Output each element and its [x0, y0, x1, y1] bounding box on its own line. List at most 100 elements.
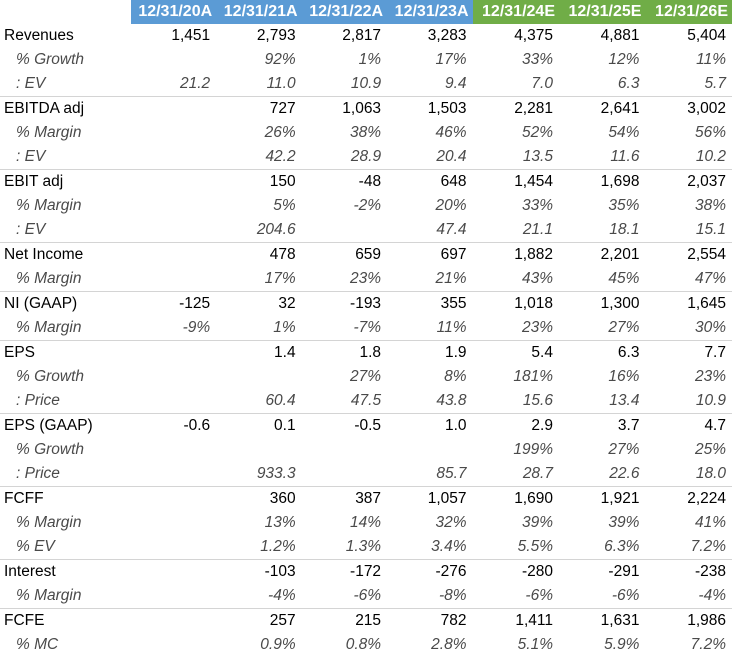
value-cell-12-31-20a — [131, 511, 216, 535]
value-cell-12-31-26e: 2,554 — [645, 242, 732, 267]
value-cell-12-31-23a: 32% — [435, 514, 467, 531]
value-cell-12-31-20a — [131, 267, 216, 292]
value-cell-12-31-26e: 25% — [694, 441, 726, 458]
value-cell-12-31-24e: 5.1% — [517, 636, 553, 653]
table-row: Net Income 478 659 697 1,882 2,201 2,554 — [0, 242, 732, 267]
value-cell-12-31-22a — [302, 462, 387, 487]
row-label: % Margin — [16, 587, 82, 604]
value-cell-12-31-21a: 60.4 — [265, 392, 296, 409]
value-cell-12-31-26e: 30% — [694, 319, 726, 336]
value-cell-12-31-21a: 933.3 — [256, 465, 296, 482]
row-label: EBIT adj — [0, 169, 131, 194]
value-cell-12-31-26e: 5,404 — [687, 27, 726, 44]
column-header-12-31-20a: 12/31/20A — [130, 0, 217, 24]
value-cell-12-31-24e: 39% — [521, 514, 553, 531]
value-cell-12-31-23a: 11% — [436, 319, 467, 336]
value-cell-12-31-26e: 10.9 — [695, 392, 726, 409]
value-cell-12-31-24e: 1,882 — [472, 242, 559, 267]
value-cell-12-31-22a: 1.8 — [301, 340, 388, 365]
value-cell-12-31-20a — [130, 340, 217, 365]
value-cell-12-31-25e: -291 — [558, 559, 646, 584]
value-cell-12-31-22a: 2,817 — [342, 27, 382, 44]
value-cell-12-31-20a — [131, 535, 216, 560]
table-row: : Price 60.4 47.5 43.8 15.6 13.4 10.9 — [0, 389, 732, 414]
value-cell-12-31-24e: 2.9 — [472, 413, 559, 438]
row-label: % Growth — [16, 368, 85, 385]
value-cell-12-31-24e: 1,690 — [472, 486, 559, 511]
value-cell-12-31-21a: 2,793 — [256, 27, 296, 44]
value-cell-12-31-25e: 16% — [608, 368, 640, 385]
value-cell-12-31-23a: -276 — [387, 559, 473, 584]
row-label: % Margin — [16, 270, 82, 287]
value-cell-12-31-22a: 1,063 — [301, 96, 388, 121]
value-cell-12-31-22a — [302, 218, 387, 243]
value-cell-12-31-22a: -2% — [353, 197, 382, 214]
value-cell-12-31-22a: 1% — [358, 51, 382, 68]
value-cell-12-31-20a: 21.2 — [179, 75, 211, 92]
table-row: Revenues 1,451 2,793 2,817 3,283 4,375 4,881 5,… — [0, 24, 732, 48]
value-cell-12-31-22a: 215 — [301, 608, 388, 633]
table-row: EBITDA adj 727 1,063 1,503 2,281 2,641 3,002 — [0, 96, 732, 121]
table-row: % Margin 26% 38% 46% 52% 54% 56% — [0, 121, 732, 145]
value-cell-12-31-21a: -4% — [268, 587, 296, 604]
value-cell-12-31-24e: 1,411 — [472, 608, 559, 633]
table-row: % Growth 27% 8% 181% 16% 23% — [0, 365, 732, 389]
value-cell-12-31-23a: 3,283 — [427, 27, 467, 44]
table-row: % Margin 5% -2% 20% 33% 35% 38% — [0, 194, 732, 218]
value-cell-12-31-22a: -193 — [301, 291, 388, 316]
row-label: % Growth — [16, 51, 85, 68]
value-cell-12-31-20a — [131, 121, 216, 145]
table-row: % Margin -4% -6% -8% -6% -6% -4% — [0, 584, 732, 609]
value-cell-12-31-20a — [131, 584, 216, 609]
value-cell-12-31-20a — [130, 608, 217, 633]
row-label: % Margin — [16, 124, 82, 141]
value-cell-12-31-26e: 15.1 — [695, 221, 726, 238]
row-label: EPS (GAAP) — [0, 413, 131, 438]
value-cell-12-31-22a: 28.9 — [350, 148, 382, 165]
value-cell-12-31-24e: 28.7 — [522, 465, 553, 482]
value-cell-12-31-20a: -9% — [182, 319, 211, 336]
column-header-12-31-26e: 12/31/26E — [645, 0, 732, 24]
value-cell-12-31-20a — [131, 194, 216, 218]
table-row: % Growth 92% 1% 17% 33% 12% 11% — [0, 48, 732, 72]
value-cell-12-31-22a: 659 — [301, 242, 388, 267]
row-label: % Margin — [16, 514, 82, 531]
row-label: : EV — [16, 75, 46, 92]
value-cell-12-31-23a: 8% — [444, 368, 467, 385]
value-cell-12-31-21a: 42.2 — [265, 148, 296, 165]
value-cell-12-31-23a: 1,503 — [387, 96, 473, 121]
value-cell-12-31-26e: 47% — [694, 270, 726, 287]
value-cell-12-31-20a — [130, 559, 217, 584]
value-cell-12-31-26e: 56% — [694, 124, 726, 141]
table-row: EPS 1.4 1.8 1.9 5.4 6.3 7.7 — [0, 340, 732, 365]
value-cell-12-31-25e: 45% — [608, 270, 640, 287]
row-label: Revenues — [4, 27, 74, 44]
value-cell-12-31-23a: 85.7 — [436, 465, 467, 482]
value-cell-12-31-26e: 18.0 — [695, 465, 726, 482]
value-cell-12-31-25e: 39% — [608, 514, 640, 531]
value-cell-12-31-23a: 1,057 — [387, 486, 473, 511]
value-cell-12-31-21a — [216, 438, 301, 462]
value-cell-12-31-20a: 1,451 — [171, 27, 211, 44]
value-cell-12-31-21a: 204.6 — [256, 221, 296, 238]
value-cell-12-31-25e: 1,631 — [558, 608, 646, 633]
value-cell-12-31-22a: 38% — [350, 124, 382, 141]
value-cell-12-31-24e: 33% — [521, 51, 553, 68]
value-cell-12-31-26e: -238 — [645, 559, 732, 584]
value-cell-12-31-21a: 5% — [273, 197, 296, 214]
value-cell-12-31-21a: 13% — [264, 514, 296, 531]
row-label: % Margin — [16, 319, 82, 336]
value-cell-12-31-20a — [130, 169, 217, 194]
column-header-12-31-24e: 12/31/24E — [472, 0, 559, 24]
value-cell-12-31-24e: -280 — [472, 559, 559, 584]
value-cell-12-31-25e: 2,201 — [558, 242, 646, 267]
table-row: EPS (GAAP) -0.6 0.1 -0.5 1.0 2.9 3.7 4.7 — [0, 413, 732, 438]
value-cell-12-31-23a: 1.9 — [387, 340, 473, 365]
value-cell-12-31-21a: 0.1 — [216, 413, 302, 438]
row-label: Interest — [0, 559, 131, 584]
value-cell-12-31-25e: 4,881 — [600, 27, 640, 44]
value-cell-12-31-26e: 3,002 — [645, 96, 732, 121]
value-cell-12-31-24e: 199% — [513, 441, 553, 458]
value-cell-12-31-25e: 27% — [608, 441, 640, 458]
